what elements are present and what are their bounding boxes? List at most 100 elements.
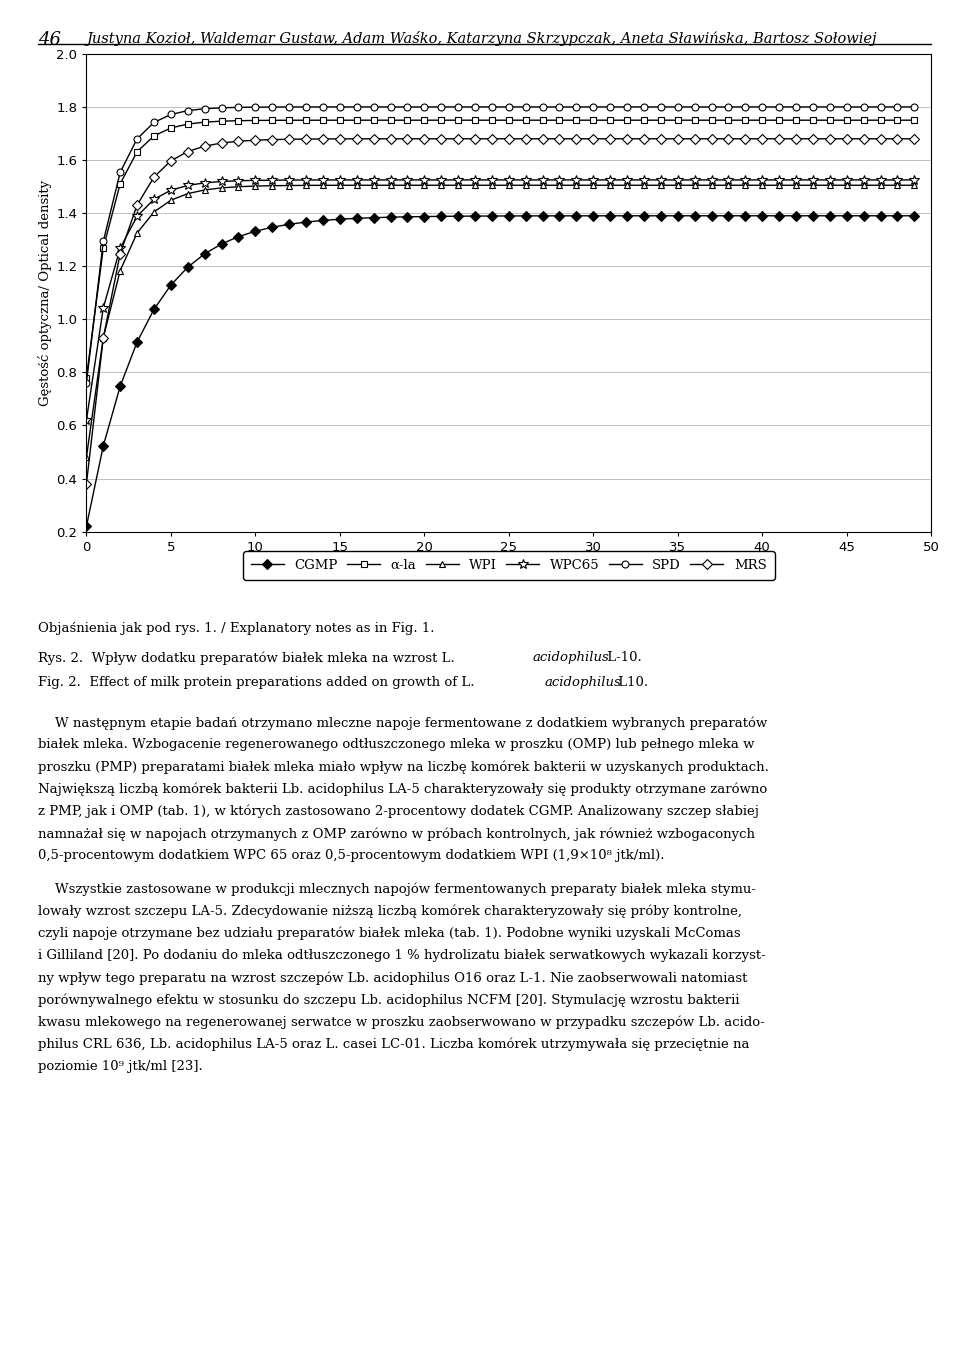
X-axis label: Czas /Time [h]: Czas /Time [h]: [461, 559, 557, 572]
Text: acidophilus: acidophilus: [533, 651, 610, 665]
SPD: [132, 131, 143, 147]
SPD: [486, 98, 497, 114]
CGMP: [503, 207, 515, 223]
α-la: [98, 240, 109, 256]
Text: Justyna Kozioł, Waldemar Gustaw, Adam Waśko, Katarzyna Skrzypczak, Aneta Sławińs: Justyna Kozioł, Waldemar Gustaw, Adam Wa…: [86, 31, 876, 46]
α-la: [334, 112, 346, 128]
MRS: [723, 131, 734, 147]
α-la: [790, 112, 802, 128]
MRS: [841, 131, 852, 147]
Line: WPI: WPI: [83, 182, 918, 460]
WPC65: [283, 172, 295, 188]
SPD: [216, 100, 228, 116]
WPC65: [452, 172, 464, 188]
CGMP: [334, 211, 346, 227]
CGMP: [283, 217, 295, 233]
α-la: [672, 112, 684, 128]
α-la: [570, 112, 582, 128]
SPD: [807, 98, 819, 114]
CGMP: [436, 209, 447, 225]
MRS: [469, 131, 481, 147]
WPI: [250, 178, 261, 194]
SPD: [165, 106, 177, 122]
Text: porównywalnego efektu w stosunku do szczepu Lb. acidophilus NCFM [20]. Stymulacj: porównywalnego efektu w stosunku do szcz…: [38, 993, 740, 1007]
WPI: [283, 178, 295, 194]
MRS: [520, 131, 532, 147]
SPD: [672, 98, 684, 114]
α-la: [351, 112, 363, 128]
α-la: [419, 112, 430, 128]
MRS: [452, 131, 464, 147]
MRS: [655, 131, 666, 147]
WPI: [216, 180, 228, 197]
WPC65: [165, 182, 177, 198]
α-la: [385, 112, 396, 128]
CGMP: [638, 207, 650, 223]
WPC65: [824, 172, 835, 188]
WPI: [807, 178, 819, 194]
MRS: [250, 132, 261, 148]
MRS: [148, 170, 159, 186]
WPI: [419, 178, 430, 194]
WPI: [132, 225, 143, 241]
WPC65: [655, 172, 666, 188]
SPD: [570, 98, 582, 114]
SPD: [503, 98, 515, 114]
α-la: [858, 112, 870, 128]
MRS: [875, 131, 886, 147]
WPI: [267, 178, 278, 194]
α-la: [469, 112, 481, 128]
α-la: [486, 112, 497, 128]
MRS: [114, 245, 126, 261]
WPC65: [739, 172, 751, 188]
α-la: [875, 112, 886, 128]
MRS: [892, 131, 903, 147]
MRS: [300, 131, 312, 147]
WPI: [351, 178, 363, 194]
WPI: [790, 178, 802, 194]
Text: z PMP, jak i OMP (tab. 1), w których zastosowano 2-procentowy dodatek CGMP. Anal: z PMP, jak i OMP (tab. 1), w których zas…: [38, 805, 759, 818]
SPD: [436, 98, 447, 114]
MRS: [368, 131, 379, 147]
Text: W następnym etapie badań otrzymano mleczne napoje fermentowane z dodatkiem wybra: W następnym etapie badań otrzymano mlecz…: [38, 716, 768, 730]
CGMP: [723, 207, 734, 223]
MRS: [858, 131, 870, 147]
MRS: [774, 131, 785, 147]
WPI: [655, 178, 666, 194]
MRS: [756, 131, 768, 147]
SPD: [756, 98, 768, 114]
α-la: [436, 112, 447, 128]
Text: ny wpływ tego preparatu na wzrost szczepów Lb. acidophilus O16 oraz L-1. Nie zao: ny wpływ tego preparatu na wzrost szczep…: [38, 972, 748, 985]
α-la: [774, 112, 785, 128]
CGMP: [908, 207, 920, 223]
SPD: [605, 98, 616, 114]
WPI: [824, 178, 835, 194]
CGMP: [706, 207, 717, 223]
MRS: [165, 153, 177, 170]
SPD: [841, 98, 852, 114]
α-la: [132, 144, 143, 160]
WPI: [317, 178, 328, 194]
CGMP: [774, 207, 785, 223]
Legend: CGMP, α-la, WPI, WPC65, SPD, MRS: CGMP, α-la, WPI, WPC65, SPD, MRS: [243, 551, 775, 580]
CGMP: [486, 207, 497, 223]
CGMP: [351, 210, 363, 226]
SPD: [520, 98, 532, 114]
α-la: [908, 112, 920, 128]
WPC65: [554, 172, 565, 188]
SPD: [537, 98, 548, 114]
SPD: [689, 98, 701, 114]
CGMP: [368, 210, 379, 226]
α-la: [283, 112, 295, 128]
WPC65: [807, 172, 819, 188]
WPC65: [148, 191, 159, 207]
α-la: [81, 370, 92, 386]
Line: SPD: SPD: [83, 104, 918, 386]
α-la: [723, 112, 734, 128]
WPI: [520, 178, 532, 194]
WPC65: [672, 172, 684, 188]
α-la: [401, 112, 413, 128]
α-la: [165, 120, 177, 136]
Text: białek mleka. Wzbogacenie regenerowanego odtłuszczonego mleka w proszku (OMP) lu: białek mleka. Wzbogacenie regenerowanego…: [38, 738, 755, 751]
MRS: [706, 131, 717, 147]
